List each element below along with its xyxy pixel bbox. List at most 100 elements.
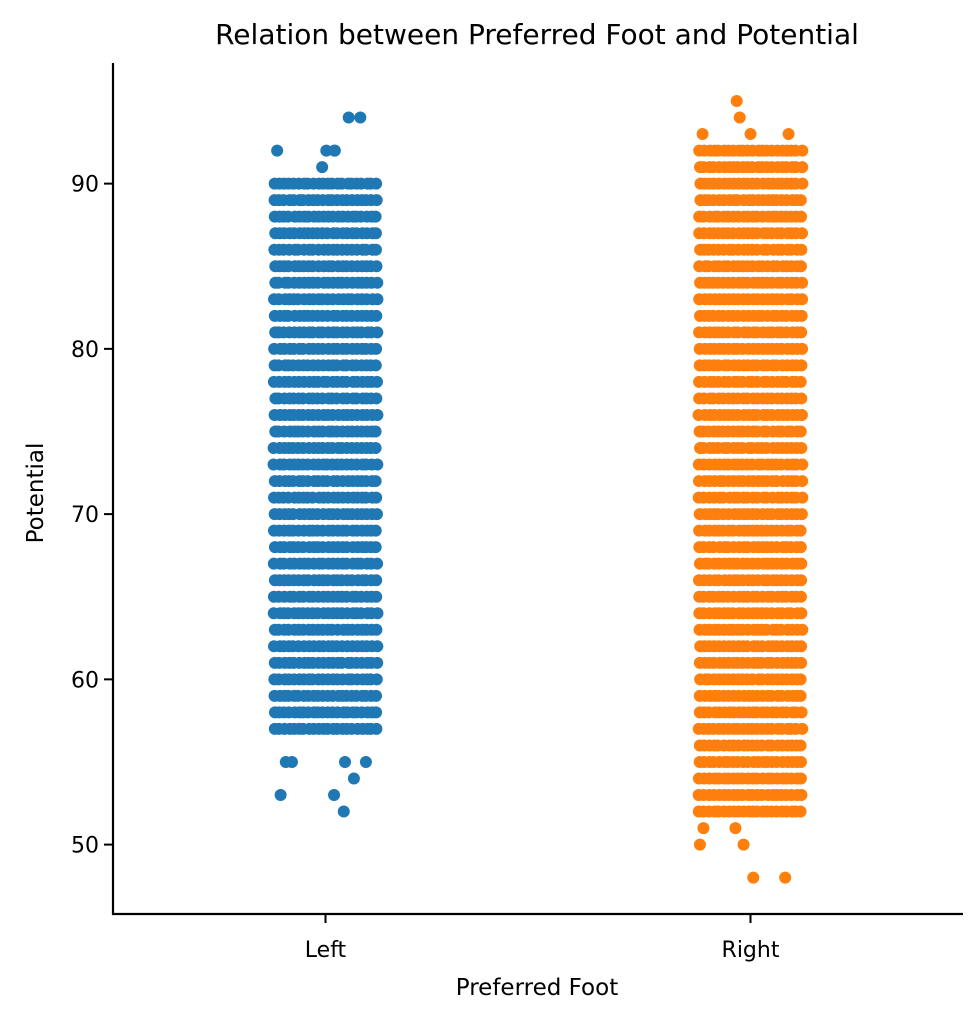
data-point-right xyxy=(796,276,809,289)
data-point-right xyxy=(737,838,750,851)
data-point-left xyxy=(370,177,383,190)
data-point-left xyxy=(271,144,284,157)
data-point-left xyxy=(371,607,384,620)
data-point-left xyxy=(369,442,382,455)
data-point-left xyxy=(347,772,360,785)
data-point-left xyxy=(369,359,382,372)
data-point-right xyxy=(696,128,709,141)
data-point-left xyxy=(371,293,384,306)
data-point-right xyxy=(730,95,743,108)
data-point-left xyxy=(370,590,383,603)
y-tick-label: 50 xyxy=(71,834,99,859)
data-point-right xyxy=(796,458,809,471)
data-point-right xyxy=(795,706,808,719)
data-point-right xyxy=(795,640,808,653)
data-point-left xyxy=(370,194,383,207)
data-point-left xyxy=(337,805,350,818)
data-point-right xyxy=(796,161,809,174)
data-point-right xyxy=(794,739,807,752)
x-axis-label: Preferred Foot xyxy=(456,975,618,1001)
data-point-left xyxy=(370,722,383,735)
data-point-right xyxy=(796,491,809,504)
data-point-right xyxy=(794,524,807,537)
data-point-left xyxy=(370,491,383,504)
data-point-right xyxy=(794,772,807,785)
x-ticks: Left Right xyxy=(305,914,780,963)
data-point-left xyxy=(320,144,333,157)
data-point-right xyxy=(795,574,808,587)
chart-title: Relation between Preferred Foot and Pote… xyxy=(215,18,859,51)
data-point-right xyxy=(795,789,808,802)
data-point-left xyxy=(342,111,355,124)
data-point-right xyxy=(794,689,807,702)
data-point-right xyxy=(729,822,742,835)
data-point-right xyxy=(697,822,710,835)
data-point-right xyxy=(795,656,808,669)
data-point-right xyxy=(794,673,807,686)
data-point-left xyxy=(369,210,382,223)
y-axis-label: Potential xyxy=(23,443,49,544)
data-point-left xyxy=(369,524,382,537)
data-point-left xyxy=(370,706,383,719)
data-point-right xyxy=(794,425,807,438)
data-point-right xyxy=(796,623,809,636)
data-point-right xyxy=(744,128,757,141)
data-point-right xyxy=(782,128,795,141)
data-point-left xyxy=(279,755,292,768)
data-point-left xyxy=(369,475,382,488)
data-point-right xyxy=(796,144,809,157)
y-ticks: 50 60 70 80 90 xyxy=(71,173,113,859)
data-point-left xyxy=(371,408,384,421)
data-point-left xyxy=(316,161,329,174)
data-point-right xyxy=(794,260,807,273)
data-point-left xyxy=(274,789,287,802)
data-point-right xyxy=(733,111,746,124)
y-tick-label: 70 xyxy=(71,503,99,528)
data-point-right xyxy=(795,243,808,256)
x-tick-label: Left xyxy=(305,938,347,963)
data-point-left xyxy=(369,243,382,256)
data-point-left xyxy=(370,673,383,686)
data-point-right xyxy=(796,722,809,735)
data-point-left xyxy=(370,689,383,702)
data-point-left xyxy=(338,755,351,768)
data-point-left xyxy=(354,111,367,124)
data-point-left xyxy=(371,557,384,570)
y-tick-label: 90 xyxy=(71,173,99,198)
data-point-left xyxy=(371,276,384,289)
data-point-right xyxy=(693,838,706,851)
data-point-right xyxy=(795,359,808,372)
y-tick-label: 60 xyxy=(71,668,99,693)
data-point-right xyxy=(779,871,792,884)
data-point-left xyxy=(370,508,383,521)
data-point-right xyxy=(795,408,808,421)
data-point-right xyxy=(795,557,808,570)
data-point-right xyxy=(795,607,808,620)
data-point-right xyxy=(795,309,808,322)
data-point-right xyxy=(795,210,808,223)
data-point-right xyxy=(796,177,809,190)
data-point-left xyxy=(371,640,384,653)
data-point-right xyxy=(796,293,809,306)
data-point-left xyxy=(371,458,384,471)
data-point-left xyxy=(328,789,341,802)
data-point-right xyxy=(796,227,809,240)
y-tick-label: 80 xyxy=(71,338,99,363)
data-point-right xyxy=(794,541,807,554)
data-point-left xyxy=(370,309,383,322)
data-point-left xyxy=(371,656,384,669)
data-point-right xyxy=(795,326,808,339)
data-point-right xyxy=(794,805,807,818)
data-point-left xyxy=(371,326,384,339)
data-point-left xyxy=(370,260,383,273)
data-point-left xyxy=(370,375,383,388)
data-point-left xyxy=(369,425,382,438)
data-point-right xyxy=(794,755,807,768)
data-point-left xyxy=(369,227,382,240)
data-point-left xyxy=(370,392,383,405)
data-point-right xyxy=(795,508,808,521)
data-point-right xyxy=(795,392,808,405)
data-point-right xyxy=(794,590,807,603)
data-point-right xyxy=(747,871,760,884)
